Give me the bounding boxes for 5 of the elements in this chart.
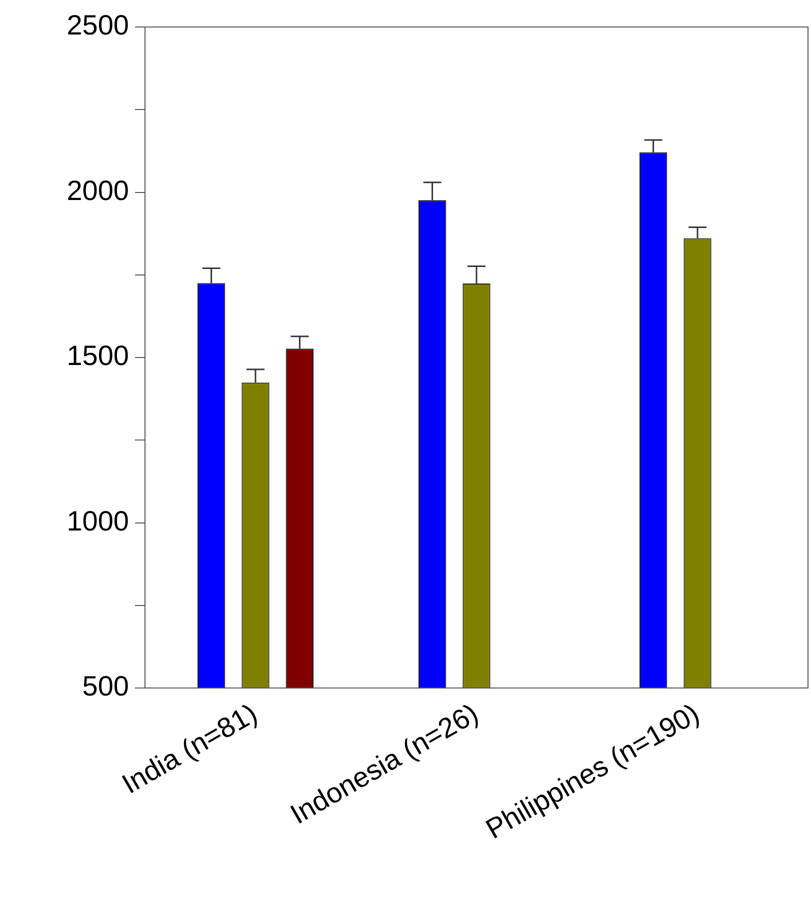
y-tick-label: 1000: [66, 505, 129, 536]
y-tick-label: 2000: [66, 174, 129, 206]
y-tick-label: 1500: [66, 340, 129, 372]
y-tick-label: 2500: [66, 10, 129, 41]
y-tick-label: 500: [82, 670, 129, 702]
